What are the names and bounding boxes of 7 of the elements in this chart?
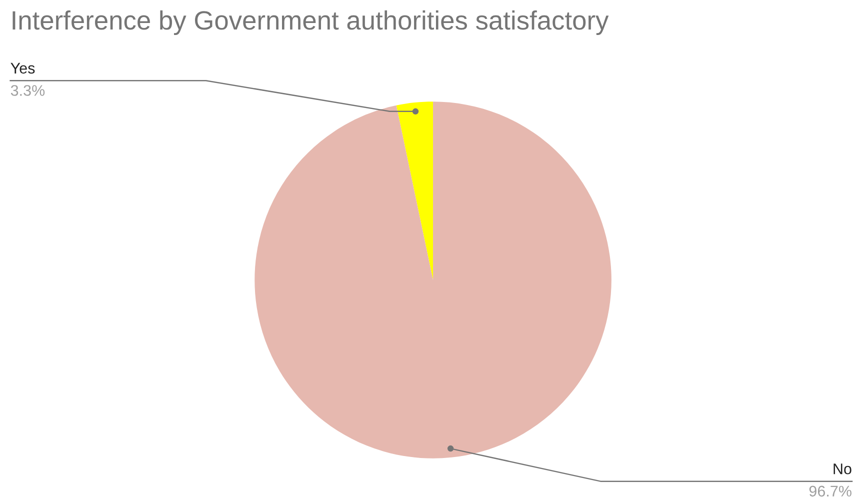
pie-slice — [396, 102, 434, 280]
slice-label: Yes — [10, 62, 35, 74]
chart-title: Interference by Government authorities satisfactory — [12, 10, 609, 35]
data-label: 96.7% — [809, 486, 852, 497]
data-label: 3.3% — [10, 85, 45, 96]
pie-slice — [254, 102, 612, 458]
slice-label: No — [834, 464, 852, 474]
